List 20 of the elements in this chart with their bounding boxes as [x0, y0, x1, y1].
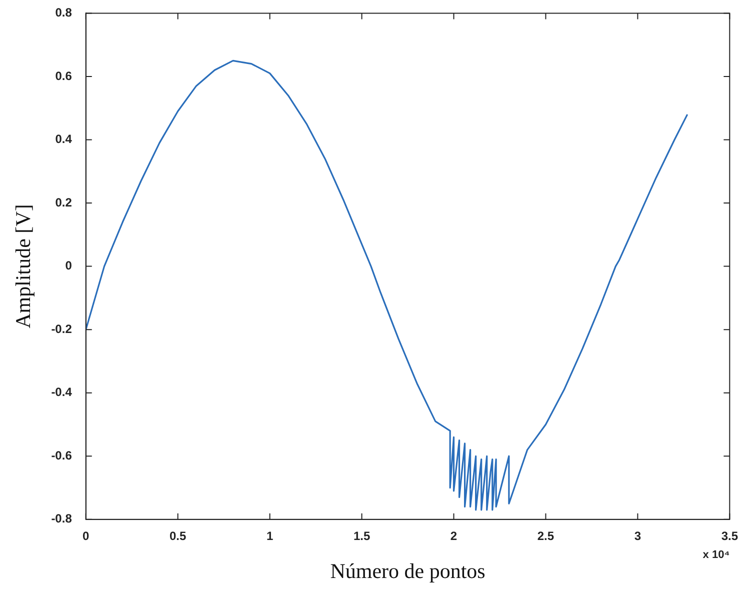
x-tick-label: 0 [82, 528, 90, 543]
y-tick-label: -0.4 [51, 385, 72, 400]
y-tick-label: -0.6 [51, 448, 72, 462]
y-tick-label: -0.2 [51, 322, 72, 336]
x-axis-title: Número de pontos [330, 558, 486, 583]
y-tick-label: 0.2 [55, 195, 72, 210]
x-tick-label: 1.5 [353, 528, 370, 543]
y-tick-label: 0.6 [55, 68, 72, 83]
y-tick-label: 0 [65, 258, 72, 273]
y-axis-title: Amplitude [V] [11, 204, 36, 328]
x-tick-label: 3 [634, 528, 642, 543]
x-tick-label: 0.5 [170, 528, 187, 543]
x-tick-label: 1 [266, 528, 274, 543]
text: x 10⁴ [702, 548, 730, 561]
x-tick-label: 2.5 [537, 528, 554, 543]
y-tick-label: -0.8 [51, 512, 72, 526]
y-tick-label: 0.8 [55, 6, 72, 20]
y-tick-label: 0.4 [55, 132, 72, 146]
x-tick-label: 3.5 [721, 528, 738, 543]
x-tick-label: 2 [450, 528, 458, 543]
